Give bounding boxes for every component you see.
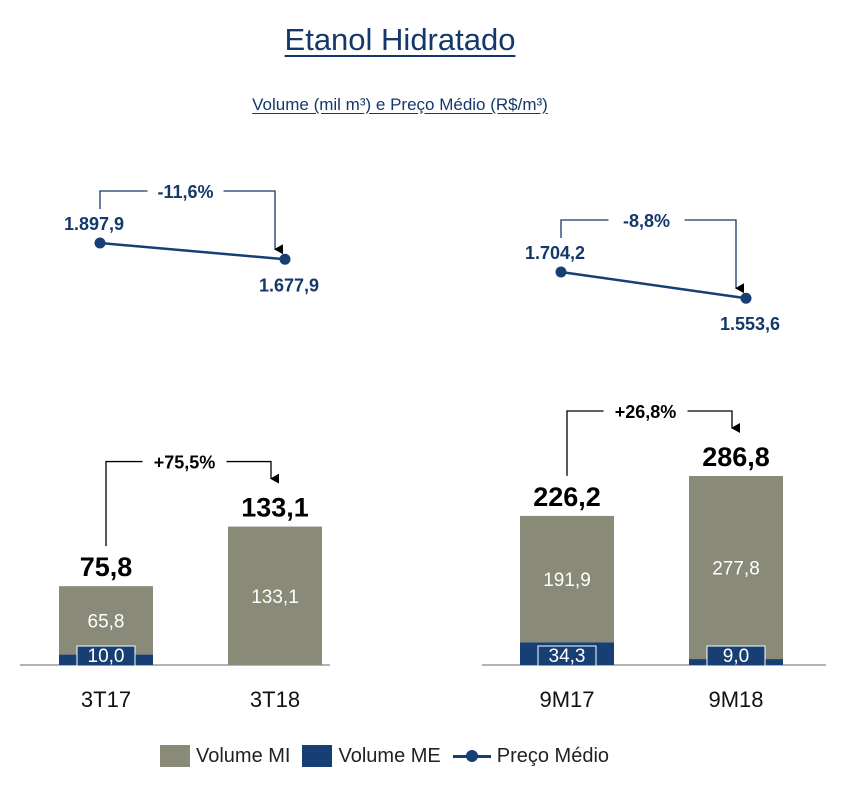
data-label-mi-9M17: 191,9 xyxy=(543,570,591,591)
chart-subtitle: Volume (mil m³) e Preço Médio (R$/m³) xyxy=(252,95,548,114)
tick-label-9M18: 9M18 xyxy=(708,687,763,712)
chart-canvas: 65,8 10,0 75,8 3T17 133,1 133,1 3T18 +75,5% 1.89… xyxy=(20,179,826,712)
price-point-3T17 xyxy=(94,237,106,249)
legend-swatch-me xyxy=(302,745,333,767)
legend-item-price: Preço Médio xyxy=(452,744,610,768)
data-label-total-9M17: 226,2 xyxy=(533,482,601,512)
tick-label-9M17: 9M17 xyxy=(539,687,594,712)
volume-change-label-bg xyxy=(603,398,688,423)
data-label-mi-3T17: 65,8 xyxy=(88,611,125,632)
bar-mi-3T17 xyxy=(59,586,153,655)
bar-mi-3T18 xyxy=(228,526,322,665)
price-point-9M18 xyxy=(740,292,752,304)
price-change-label-bg xyxy=(147,179,224,203)
price-line xyxy=(99,241,286,261)
data-label-total-3T18: 133,1 xyxy=(241,493,309,523)
data-label-me-3T17: 10,0 xyxy=(88,646,125,667)
price-point-3T18 xyxy=(279,253,291,265)
data-label-total-3T17: 75,8 xyxy=(80,552,133,582)
data-label-me-box-3T17 xyxy=(76,645,136,667)
price-change-label: -11,6% xyxy=(157,182,213,202)
volume-change-label: +75,5% xyxy=(154,453,216,473)
bar-mi-9M17 xyxy=(520,515,614,643)
data-label-me-9M17: 34,3 xyxy=(549,646,586,667)
legend-label-me: Volume ME xyxy=(338,744,441,767)
price-label-9M17: 1.704,2 xyxy=(525,243,585,263)
price-label-3T18: 1.677,9 xyxy=(259,275,319,295)
legend-item-mi: Volume MI xyxy=(160,745,290,768)
data-label-me-box-9M17 xyxy=(537,645,597,667)
legend-label-price: Preço Médio xyxy=(496,744,610,767)
data-label-me-9M18: 9,0 xyxy=(723,646,749,667)
price-line xyxy=(560,270,747,300)
data-label-total-9M18: 286,8 xyxy=(702,442,770,472)
data-label-mi-9M18: 277,8 xyxy=(712,559,760,580)
volume-change-label-bg xyxy=(142,449,227,474)
price-change-label-bg xyxy=(608,208,685,232)
legend-item-me: Volume ME xyxy=(302,744,441,768)
tick-label-3T17: 3T17 xyxy=(81,687,131,712)
data-label-me-box-9M18 xyxy=(706,645,766,667)
price-label-9M18: 1.553,6 xyxy=(720,314,780,334)
chart-legend: Volume MI Volume ME Preço Médio xyxy=(160,742,621,770)
data-label-mi-3T18: 133,1 xyxy=(251,587,299,608)
bar-mi-9M18 xyxy=(689,475,783,660)
volume-change-label: +26,8% xyxy=(615,402,677,422)
price-label-3T17: 1.897,9 xyxy=(64,214,124,234)
chart-title: Etanol Hidratado xyxy=(284,22,516,57)
price-change-label: -8,8% xyxy=(623,211,670,231)
tick-label-3T18: 3T18 xyxy=(250,687,300,712)
price-point-9M17 xyxy=(555,266,567,278)
legend-swatch-mi xyxy=(160,745,190,767)
legend-line-price xyxy=(452,745,491,767)
legend-label-mi: Volume MI xyxy=(196,744,291,767)
